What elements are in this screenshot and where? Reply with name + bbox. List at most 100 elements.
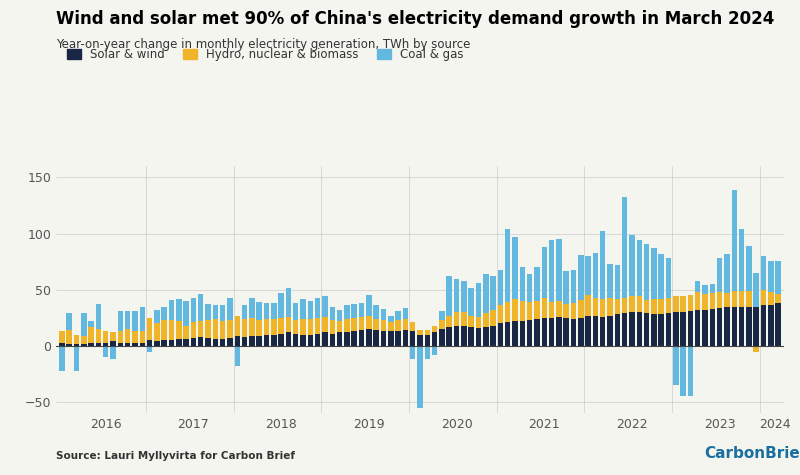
- Bar: [300, 319, 306, 335]
- Bar: [190, 298, 196, 323]
- Bar: [410, 331, 415, 346]
- Bar: [702, 310, 708, 346]
- Bar: [154, 342, 160, 346]
- Bar: [374, 305, 379, 319]
- Bar: [637, 240, 642, 296]
- Bar: [476, 317, 482, 328]
- Bar: [607, 298, 613, 315]
- Bar: [198, 337, 203, 346]
- Bar: [337, 310, 342, 321]
- Bar: [614, 314, 620, 346]
- Bar: [162, 340, 167, 346]
- Bar: [242, 319, 247, 337]
- Bar: [264, 319, 270, 335]
- Bar: [439, 311, 445, 320]
- Bar: [702, 285, 708, 294]
- Bar: [630, 296, 634, 312]
- Bar: [366, 295, 371, 315]
- Bar: [490, 276, 496, 310]
- Bar: [96, 342, 101, 346]
- Bar: [695, 281, 701, 292]
- Bar: [673, 296, 678, 312]
- Text: Source: Lauri Myllyvirta for Carbon Brief: Source: Lauri Myllyvirta for Carbon Brie…: [56, 451, 295, 461]
- Bar: [454, 326, 459, 346]
- Text: Year-on-year change in monthly electricity generation, TWh by source: Year-on-year change in monthly electrici…: [56, 38, 470, 51]
- Bar: [337, 332, 342, 346]
- Bar: [651, 299, 657, 314]
- Bar: [607, 315, 613, 346]
- Bar: [242, 337, 247, 346]
- Bar: [556, 301, 562, 317]
- Bar: [322, 317, 328, 332]
- Bar: [271, 319, 277, 335]
- Bar: [227, 338, 233, 346]
- Bar: [358, 330, 364, 346]
- Bar: [322, 296, 328, 317]
- Bar: [469, 327, 474, 346]
- Bar: [330, 333, 335, 346]
- Bar: [724, 254, 730, 293]
- Bar: [425, 330, 430, 335]
- Bar: [132, 311, 138, 331]
- Bar: [227, 320, 233, 338]
- Bar: [586, 295, 591, 315]
- Bar: [717, 258, 722, 292]
- Bar: [103, 346, 109, 357]
- Bar: [658, 254, 664, 299]
- Bar: [395, 331, 401, 346]
- Bar: [593, 298, 598, 315]
- Bar: [563, 271, 569, 304]
- Bar: [366, 315, 371, 329]
- Bar: [746, 246, 752, 291]
- Bar: [768, 292, 774, 305]
- Bar: [688, 295, 693, 311]
- Bar: [169, 340, 174, 346]
- Bar: [432, 332, 438, 346]
- Bar: [637, 312, 642, 346]
- Bar: [183, 301, 189, 326]
- Bar: [505, 229, 510, 302]
- Bar: [549, 302, 554, 318]
- Bar: [125, 311, 130, 329]
- Bar: [425, 346, 430, 360]
- Bar: [337, 321, 342, 332]
- Bar: [498, 269, 503, 305]
- Bar: [688, 346, 693, 397]
- Bar: [74, 346, 79, 371]
- Bar: [374, 330, 379, 346]
- Bar: [388, 323, 394, 331]
- Bar: [586, 256, 591, 295]
- Bar: [702, 294, 708, 310]
- Bar: [519, 321, 525, 346]
- Bar: [322, 332, 328, 346]
- Bar: [315, 318, 321, 333]
- Bar: [293, 303, 298, 320]
- Bar: [607, 264, 613, 298]
- Bar: [710, 293, 715, 309]
- Bar: [556, 317, 562, 346]
- Bar: [739, 229, 744, 291]
- Bar: [754, 346, 759, 352]
- Bar: [271, 335, 277, 346]
- Bar: [527, 320, 532, 346]
- Bar: [761, 305, 766, 346]
- Bar: [534, 267, 540, 301]
- Bar: [227, 298, 233, 320]
- Bar: [418, 346, 422, 408]
- Bar: [118, 342, 123, 346]
- Bar: [600, 299, 606, 317]
- Bar: [505, 302, 510, 323]
- Bar: [374, 319, 379, 330]
- Bar: [198, 321, 203, 337]
- Bar: [257, 302, 262, 320]
- Bar: [381, 309, 386, 320]
- Bar: [264, 335, 270, 346]
- Bar: [630, 312, 634, 346]
- Bar: [673, 312, 678, 346]
- Bar: [66, 314, 72, 330]
- Bar: [88, 342, 94, 346]
- Bar: [213, 339, 218, 346]
- Bar: [381, 320, 386, 331]
- Bar: [476, 328, 482, 346]
- Legend: Solar & wind, Hydro, nuclear & biomass, Coal & gas: Solar & wind, Hydro, nuclear & biomass, …: [62, 44, 468, 66]
